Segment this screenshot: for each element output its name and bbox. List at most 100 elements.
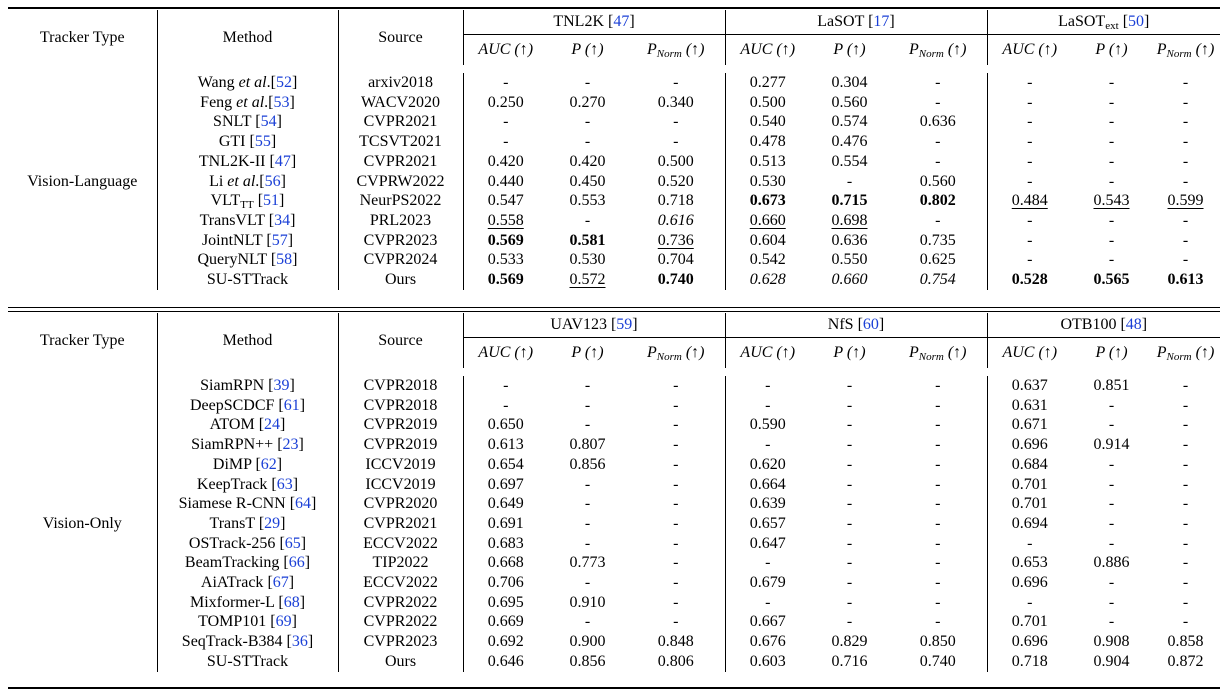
- value-cell: -: [1072, 152, 1151, 172]
- method-cell: DeepSCDCF [61]: [156, 395, 338, 416]
- value-cell: -: [889, 612, 987, 632]
- metric-value: -: [765, 436, 771, 454]
- dataset-header: NfS [60]: [724, 313, 988, 338]
- method-ref: 64: [295, 495, 312, 513]
- value-cell: -: [1151, 573, 1220, 593]
- metric-value: 0.625: [919, 251, 956, 269]
- value-cell: -: [1072, 534, 1151, 554]
- metric-value: -: [503, 396, 509, 414]
- metric-subscript: Norm: [918, 48, 944, 60]
- value-cell: -: [986, 592, 1073, 613]
- header-gap-row: [8, 65, 1220, 73]
- metric-value: 0.636: [919, 113, 956, 131]
- value-cell: 0.542: [724, 250, 810, 271]
- method-ref: 24: [264, 416, 281, 434]
- table-row: AiATrack [67] ECCV2022 0.706 - - 0.679 - - 0.696…: [8, 573, 1220, 593]
- dataset-ref: 17: [873, 13, 890, 30]
- method-ref: 29: [264, 514, 281, 532]
- value-cell: -: [724, 435, 810, 455]
- value-cell: 0.657: [724, 513, 810, 534]
- dataset-header: TNL2K [47]: [462, 10, 725, 35]
- value-cell: -: [724, 553, 810, 574]
- method-ref: 54: [260, 113, 277, 131]
- dataset-ref: 47: [613, 13, 630, 30]
- source-text: CVPR2020: [363, 495, 438, 513]
- method-cell: TransT [29]: [156, 513, 338, 534]
- metric-label: P (↑): [571, 41, 604, 58]
- value-cell: -: [627, 132, 725, 152]
- gap-cell: [987, 65, 1072, 73]
- metric-value: 0.701: [1011, 495, 1048, 513]
- metric-value: 0.553: [569, 192, 606, 210]
- metric-value: 0.716: [831, 652, 868, 670]
- source-cell: CVPR2019: [337, 435, 463, 455]
- metric-value: 0.653: [1011, 554, 1048, 572]
- method-ref: 39: [273, 377, 290, 394]
- metric-value: 0.696: [1011, 574, 1048, 592]
- method-cell: SNLT [54]: [156, 112, 338, 133]
- metric-value: 0.500: [749, 93, 786, 111]
- value-cell: 0.547: [462, 191, 548, 211]
- source-cell: Ours: [337, 270, 463, 290]
- value-cell: 0.718: [627, 191, 725, 211]
- metric-value: 0.533: [487, 251, 524, 269]
- value-cell: -: [548, 573, 627, 593]
- metric-value: -: [584, 74, 591, 91]
- value-cell: -: [889, 573, 987, 593]
- value-cell: -: [1151, 534, 1220, 554]
- metric-value: -: [1027, 152, 1033, 170]
- source-text: WACV2020: [360, 93, 441, 111]
- value-cell: 0.450: [548, 172, 627, 192]
- value-cell: -: [627, 573, 725, 593]
- metric-value: -: [935, 74, 941, 91]
- method-post: .: [255, 172, 260, 190]
- metric-value: -: [1182, 152, 1189, 170]
- source-text: ECCV2022: [363, 574, 438, 592]
- value-cell: 0.639: [724, 494, 810, 514]
- source-cell: ICCV2019: [337, 474, 463, 495]
- metric-value: 0.698: [831, 211, 868, 229]
- value-cell: -: [1151, 396, 1220, 416]
- metric-value: -: [1108, 152, 1115, 170]
- metric-header: PNorm (↑)PNorm (↑): [889, 34, 987, 65]
- vision-only-table: Tracker Type Method Source UAV123 [59] NfS […: [8, 313, 1221, 672]
- metric-value: -: [1182, 455, 1189, 473]
- metric-value: 0.440: [487, 172, 524, 190]
- value-cell: -: [548, 396, 627, 416]
- metric-value: -: [673, 554, 679, 572]
- metric-value: 0.500: [657, 152, 694, 170]
- metric-value: -: [846, 534, 853, 552]
- method-ref: 62: [260, 455, 277, 473]
- value-cell: -: [810, 415, 889, 435]
- metric-value: -: [1182, 514, 1189, 532]
- gap-cell: [889, 65, 987, 73]
- value-cell: 0.850: [889, 632, 987, 652]
- value-cell: 0.660: [810, 270, 889, 290]
- metric-value: -: [846, 455, 853, 473]
- method-ref: 67: [272, 574, 289, 592]
- method-name: TNL2K-II: [198, 152, 270, 170]
- value-cell: -: [889, 73, 987, 93]
- value-cell: -: [1151, 553, 1220, 573]
- method-ref: 52: [275, 74, 292, 91]
- metric-value: -: [1108, 574, 1115, 592]
- metric-value: 0.696: [1011, 436, 1048, 454]
- source-text: NeurPS2022: [359, 192, 442, 210]
- dataset-ref: 60: [862, 316, 879, 333]
- metric-value: -: [673, 534, 679, 552]
- dataset-header: LaSOT [17]: [724, 10, 987, 35]
- value-cell: -: [1151, 494, 1220, 514]
- value-cell: -: [1072, 573, 1151, 593]
- metric-header: P (↑): [548, 337, 627, 368]
- value-cell: 0.620: [724, 454, 810, 475]
- metric-value: 0.802: [919, 192, 956, 210]
- metric-subscript: Norm: [656, 48, 682, 60]
- method-name: Feng: [200, 93, 237, 111]
- metric-value: 0.478: [749, 133, 786, 151]
- metric-value: 0.631: [1011, 396, 1048, 414]
- value-cell: 0.694: [986, 513, 1073, 534]
- value-cell: 0.856: [548, 652, 627, 672]
- metric-value: 0.718: [657, 192, 694, 210]
- metric-value: -: [673, 396, 679, 414]
- value-cell: -: [1072, 73, 1151, 93]
